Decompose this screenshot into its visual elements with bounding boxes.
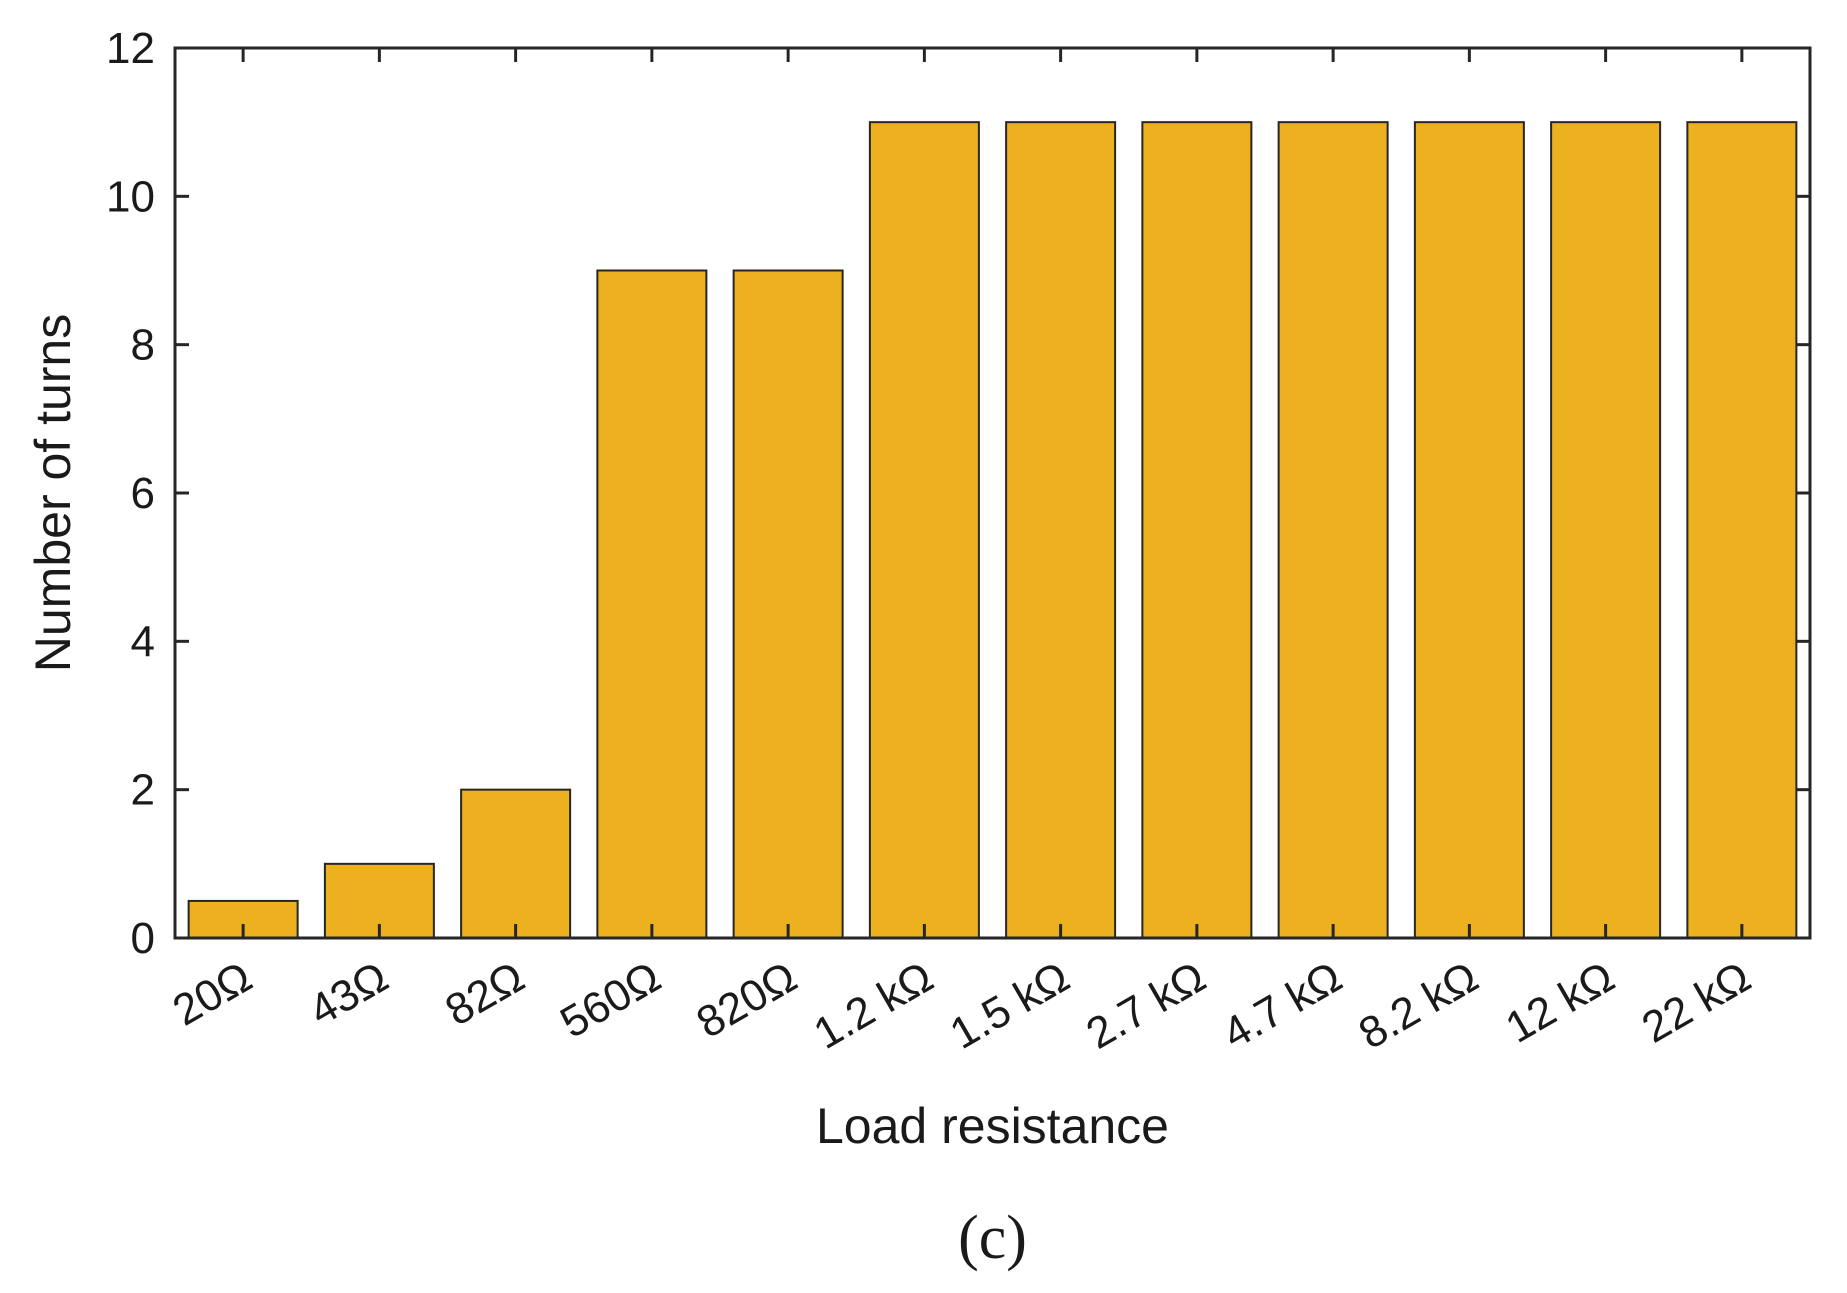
bar	[732, 269, 844, 939]
x-tick-label: 820Ω	[689, 952, 806, 1048]
y-tick-label: 8	[131, 321, 155, 370]
x-tick-label: 82Ω	[437, 952, 532, 1035]
y-tick-label: 6	[131, 469, 155, 518]
x-tick-label: 1.5 kΩ	[942, 952, 1078, 1059]
panel-label: (c)	[958, 1204, 1027, 1272]
x-tick-label: 20Ω	[165, 952, 260, 1035]
bar	[1413, 121, 1525, 939]
bar	[1005, 121, 1117, 939]
bar	[868, 121, 980, 939]
x-tick-label: 22 kΩ	[1634, 952, 1759, 1052]
x-tick-label: 4.7 kΩ	[1215, 952, 1351, 1059]
x-tick-label: 8.2 kΩ	[1351, 952, 1487, 1059]
tick-marks	[175, 46, 1810, 940]
bar	[596, 269, 708, 939]
y-tick-label: 12	[106, 24, 155, 73]
bar	[1141, 121, 1253, 939]
y-axis-label: Number of turns	[25, 314, 81, 672]
x-tick-labels: 20Ω 43Ω 82Ω 560Ω 820Ω 1.2 kΩ 1.5 kΩ 2.7 kΩ 4.7 k…	[165, 952, 1759, 1059]
y-tick-label: 10	[106, 172, 155, 221]
bar	[1686, 121, 1798, 939]
bar	[1277, 121, 1389, 939]
bar	[1550, 121, 1662, 939]
bar	[460, 788, 572, 940]
bars	[187, 121, 1798, 940]
y-tick-label: 2	[131, 766, 155, 815]
x-tick-label: 12 kΩ	[1498, 952, 1623, 1052]
y-tick-label: 0	[131, 914, 155, 963]
y-tick-label: 4	[131, 617, 155, 666]
x-tick-label: 43Ω	[301, 952, 396, 1035]
x-tick-label: 560Ω	[552, 952, 669, 1048]
x-axis-label: Load resistance	[816, 1098, 1169, 1154]
x-tick-label: 1.2 kΩ	[806, 952, 942, 1059]
y-tick-labels: 0 2 4 6 8 10 12	[106, 24, 155, 963]
x-tick-label: 2.7 kΩ	[1078, 952, 1214, 1059]
